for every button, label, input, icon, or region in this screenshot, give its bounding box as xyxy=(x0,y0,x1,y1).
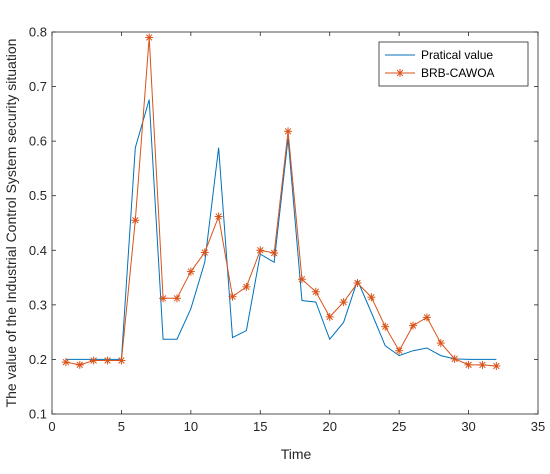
data-point xyxy=(172,294,181,303)
data-point xyxy=(256,246,265,255)
legend-label: BRB-CAWOA xyxy=(421,66,495,80)
y-tick-label: 0.1 xyxy=(29,407,47,422)
data-point xyxy=(242,282,251,291)
y-tick-label: 0.8 xyxy=(29,25,47,40)
data-point xyxy=(75,360,84,369)
x-tick-label: 20 xyxy=(322,419,336,434)
x-tick-label: 30 xyxy=(461,419,475,434)
legend-marker xyxy=(396,69,404,77)
data-point xyxy=(228,292,237,301)
data-point xyxy=(117,356,126,365)
data-point xyxy=(409,321,418,330)
y-tick-label: 0.2 xyxy=(29,352,47,367)
series-line-1 xyxy=(65,99,497,360)
data-point xyxy=(422,313,431,322)
plot-frame xyxy=(51,31,539,415)
y-tick-label: 0.5 xyxy=(29,188,47,203)
data-point xyxy=(353,279,362,288)
data-point xyxy=(131,216,140,225)
series-line-2 xyxy=(65,37,497,367)
data-point xyxy=(325,312,334,321)
y-axis-label: The value of the Industrial Control Syst… xyxy=(3,39,19,408)
data-point xyxy=(478,360,487,369)
x-tick-label: 25 xyxy=(392,419,406,434)
x-tick-label: 35 xyxy=(531,419,545,434)
data-point xyxy=(145,33,154,42)
x-axis-label: Time xyxy=(281,446,312,462)
data-point xyxy=(284,127,293,136)
data-point xyxy=(492,361,501,370)
x-tick-label: 15 xyxy=(253,419,267,434)
data-point xyxy=(200,248,209,257)
x-tick-label: 5 xyxy=(118,419,125,434)
data-point xyxy=(450,354,459,363)
y-tick-label: 0.3 xyxy=(29,297,47,312)
data-point xyxy=(297,275,306,284)
data-point xyxy=(311,287,320,296)
data-point xyxy=(395,346,404,355)
data-point xyxy=(367,293,376,302)
data-point xyxy=(436,339,445,348)
legend-box xyxy=(378,41,529,87)
data-point xyxy=(103,356,112,365)
y-tick-label: 0.4 xyxy=(29,243,47,258)
data-point xyxy=(89,356,98,365)
legend-label: Pratical value xyxy=(421,48,493,62)
data-point xyxy=(464,360,473,369)
data-point xyxy=(61,358,70,367)
y-tick-label: 0.6 xyxy=(29,134,47,149)
data-point xyxy=(214,212,223,221)
x-tick-label: 10 xyxy=(184,419,198,434)
data-point xyxy=(381,322,390,331)
x-tick-label: 0 xyxy=(48,419,55,434)
data-point xyxy=(270,249,279,258)
data-point xyxy=(339,298,348,307)
y-tick-label: 0.7 xyxy=(29,79,47,94)
data-point xyxy=(186,267,195,276)
data-point xyxy=(159,294,168,303)
